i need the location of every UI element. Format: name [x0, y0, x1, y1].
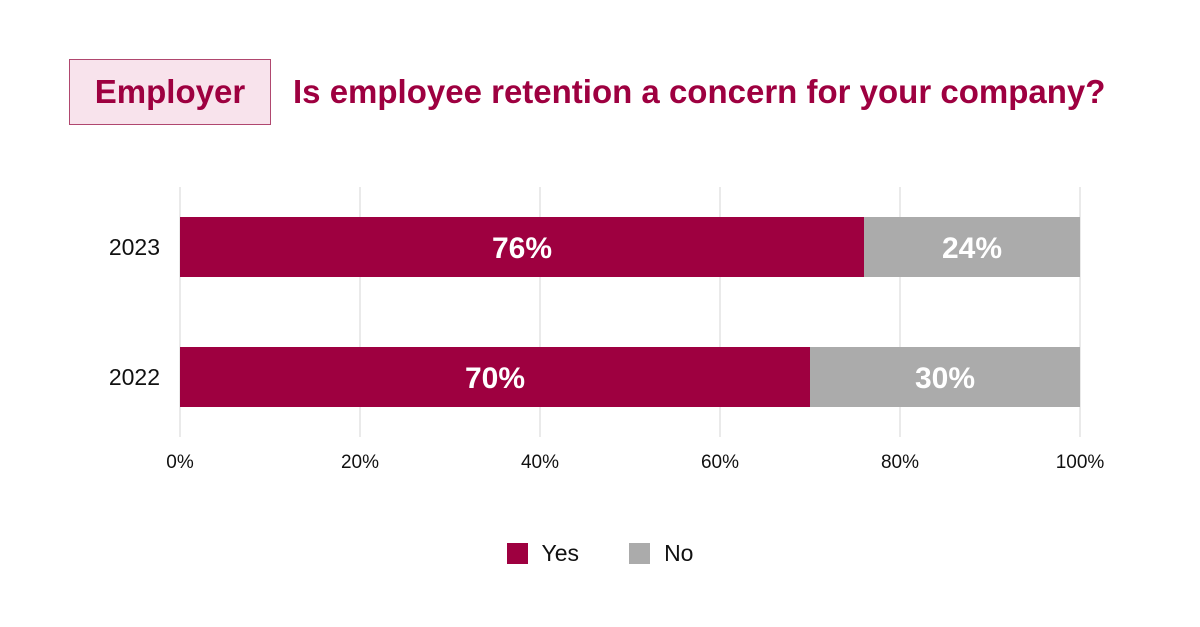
- legend-item-yes: Yes: [506, 540, 580, 567]
- x-tick-label-80: 80%: [881, 452, 919, 473]
- employer-badge: Employer: [69, 59, 271, 125]
- bar-no-2023: [864, 217, 1080, 277]
- legend-swatch-no: [629, 543, 651, 564]
- legend-swatch-yes: [506, 543, 528, 564]
- bar-yes-2023: [180, 217, 864, 277]
- category-labels: 2023 2022: [109, 234, 160, 390]
- legend-item-no: No: [629, 540, 693, 567]
- legend-label-yes: Yes: [541, 540, 580, 566]
- x-axis-tick-labels: 0% 20% 40% 60% 80% 100%: [166, 452, 1104, 473]
- x-tick-label-100: 100%: [1056, 452, 1105, 473]
- x-tick-label-0: 0%: [166, 452, 194, 473]
- stacked-bar-chart: 76% 24% 70% 30% 2023 2022 0% 20% 40% 60% 80% 100%: [109, 187, 1104, 473]
- chart-header: Employer Is employee retention a concern…: [69, 59, 1105, 125]
- x-tick-label-40: 40%: [521, 452, 559, 473]
- category-label-2022: 2022: [109, 364, 160, 390]
- bars: [180, 217, 1080, 407]
- bar-labels: 76% 24% 70% 30%: [465, 232, 1002, 395]
- x-tick-label-60: 60%: [701, 452, 739, 473]
- bar-label-yes-2022: 70%: [465, 362, 525, 395]
- bar-label-no-2022: 30%: [915, 362, 975, 395]
- legend-label-no: No: [664, 540, 694, 566]
- bar-label-no-2023: 24%: [942, 232, 1002, 265]
- chart-title: Is employee retention a concern for your…: [293, 73, 1106, 110]
- bar-yes-2022: [180, 347, 810, 407]
- category-label-2023: 2023: [109, 234, 160, 260]
- bar-label-yes-2023: 76%: [492, 232, 552, 265]
- x-tick-label-20: 20%: [341, 452, 379, 473]
- bar-no-2022: [810, 347, 1080, 407]
- legend: Yes No: [0, 540, 1200, 567]
